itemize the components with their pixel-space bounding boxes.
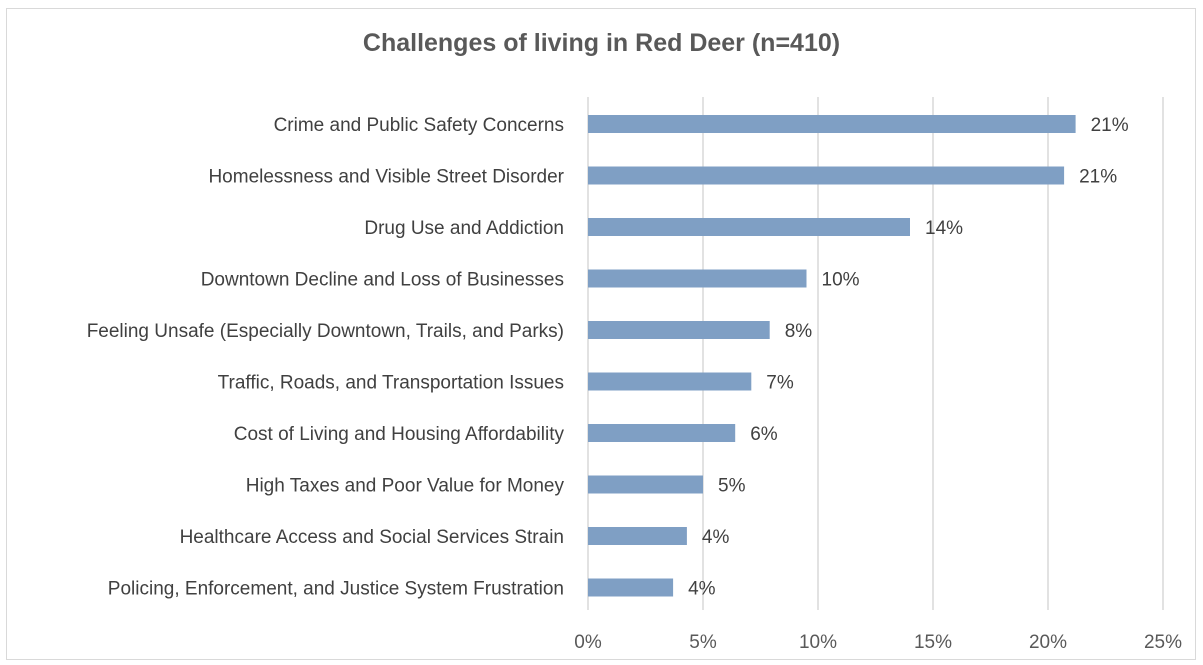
labels: 0% 5% 10% 15% 20% 25% Crime and Public Safety …	[87, 115, 1182, 653]
category-label: High Taxes and Poor Value for Money	[246, 476, 565, 497]
bar	[588, 475, 703, 494]
data-label: 8%	[785, 321, 813, 342]
category-label: Policing, Enforcement, and Justice Syste…	[108, 579, 564, 600]
bar	[588, 578, 674, 597]
bar	[588, 527, 687, 545]
x-tick-label: 0%	[574, 632, 602, 653]
category-label: Traffic, Roads, and Transportation Issue…	[218, 373, 564, 394]
x-tick-label: 10%	[799, 632, 837, 653]
bar	[588, 115, 1076, 133]
bar	[588, 321, 770, 339]
chart-title: Challenges of living in Red Deer (n=410)	[362, 29, 841, 57]
data-label: 10%	[822, 270, 860, 291]
x-tick-label: 25%	[1144, 632, 1182, 653]
bars	[588, 115, 1076, 597]
data-label: 21%	[1079, 167, 1117, 188]
x-tick-label: 15%	[914, 632, 952, 653]
bar	[588, 269, 807, 288]
data-label: 4%	[688, 579, 716, 600]
bar	[588, 372, 752, 391]
data-label: 5%	[718, 476, 746, 497]
data-label: 7%	[766, 373, 794, 394]
data-label: 21%	[1091, 115, 1129, 136]
x-tick-label: 5%	[689, 632, 717, 653]
data-label: 14%	[925, 218, 963, 239]
category-label: Homelessness and Visible Street Disorder	[208, 167, 564, 188]
bar	[588, 166, 1065, 185]
category-label: Crime and Public Safety Concerns	[274, 115, 564, 136]
bar	[588, 218, 910, 236]
x-tick-label: 20%	[1029, 632, 1067, 653]
bar	[588, 424, 736, 442]
category-label: Downtown Decline and Loss of Businesses	[201, 270, 564, 291]
category-label: Healthcare Access and Social Services St…	[180, 527, 564, 548]
data-label: 4%	[702, 527, 730, 548]
category-label: Feeling Unsafe (Especially Downtown, Tra…	[87, 321, 564, 342]
category-label: Drug Use and Addiction	[364, 218, 564, 239]
category-label: Cost of Living and Housing Affordability	[234, 424, 565, 445]
data-label: 6%	[750, 424, 778, 445]
